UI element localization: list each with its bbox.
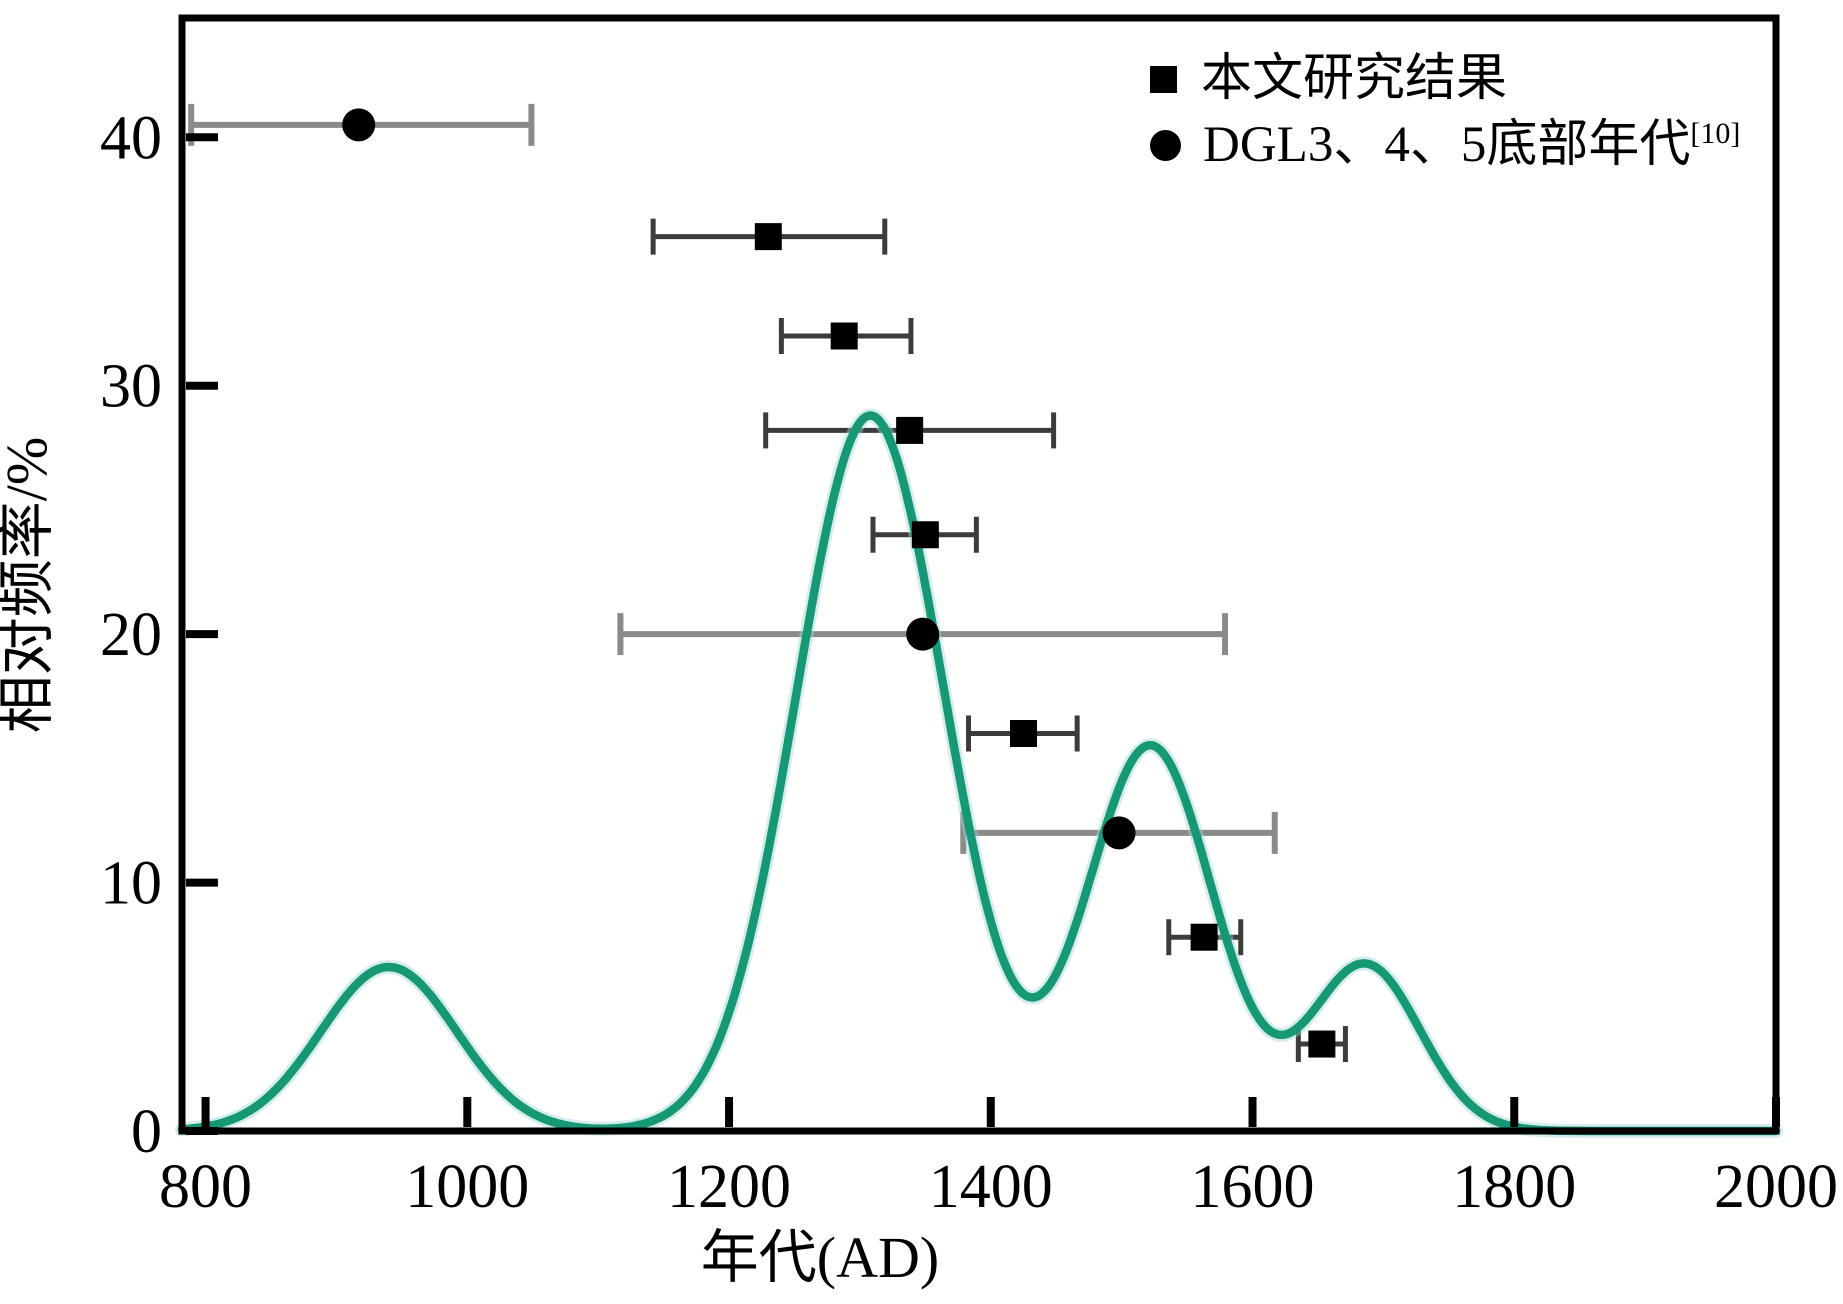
y-tick-label: 40 <box>100 104 162 172</box>
data-point-square <box>1009 720 1037 747</box>
x-tick-label: 1600 <box>1191 1153 1315 1221</box>
legend-item-study: 本文研究结果 <box>1150 48 1740 110</box>
data-point-square <box>896 416 924 444</box>
data-point-circle <box>1102 816 1136 850</box>
y-tick-label: 30 <box>100 353 162 421</box>
x-tick-label: 2000 <box>1714 1153 1838 1221</box>
legend-item-dgl: DGL3、4、5底部年代[10] <box>1150 114 1740 176</box>
x-tick-label: 800 <box>159 1153 252 1221</box>
legend: 本文研究结果 DGL3、4、5底部年代[10] <box>1150 48 1740 176</box>
square-marker-icon <box>1150 65 1177 93</box>
ticks-layer <box>186 133 1780 1135</box>
markers-layer <box>342 108 1336 1058</box>
data-point-circle <box>906 617 940 651</box>
x-axis-title: 年代(AD) <box>701 1225 939 1290</box>
data-point-square <box>911 521 939 549</box>
circle-marker-icon <box>1150 129 1181 161</box>
legend-label-study: 本文研究结果 <box>1201 53 1507 105</box>
legend-label-dgl: DGL3、4、5底部年代[10] <box>1203 119 1740 171</box>
y-tick-label: 20 <box>100 601 162 669</box>
density-curve-halo <box>175 408 1783 1138</box>
y-axis-title: 相对频率/% <box>0 437 59 733</box>
y-tick-label: 10 <box>100 850 162 918</box>
data-point-square <box>830 322 858 350</box>
data-point-square <box>754 223 782 251</box>
legend-label-text: 本文研究结果 <box>1201 51 1508 107</box>
legend-label-superscript: [10] <box>1690 117 1741 150</box>
plot-frame <box>178 14 1780 1135</box>
x-tick-label: 1200 <box>667 1153 791 1221</box>
frame-layer <box>178 14 1780 1135</box>
data-point-circle <box>342 108 376 142</box>
x-tick-label: 1400 <box>929 1153 1053 1221</box>
x-tick-label: 1000 <box>405 1153 529 1221</box>
tick-labels-layer: 800 1000 1200 1400 1600 1800 2000 0 10 20 30 40 <box>100 104 1838 1221</box>
data-point-square <box>1190 923 1218 951</box>
curve-layer <box>175 408 1783 1138</box>
x-tick-label: 1800 <box>1452 1153 1576 1221</box>
data-point-square <box>1308 1030 1336 1058</box>
density-curve <box>177 411 1781 1136</box>
legend-label-text: DGL3、4、5底部年代 <box>1203 117 1691 173</box>
y-tick-label: 0 <box>131 1098 162 1166</box>
